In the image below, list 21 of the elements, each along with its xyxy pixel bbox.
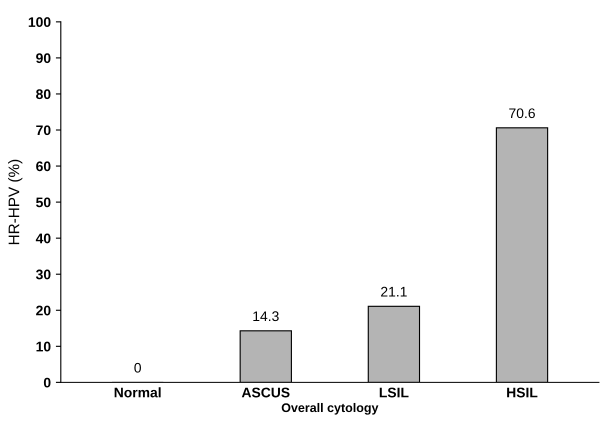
y-tick-label: 40 <box>36 234 51 244</box>
y-tick-label: 30 <box>36 270 51 280</box>
data-label: 0 <box>134 362 141 373</box>
data-label: 70.6 <box>509 108 535 118</box>
x-axis-title: Overall cytology <box>282 402 378 415</box>
y-tick-label: 90 <box>36 53 51 64</box>
y-axis-title: HR-HPV (%) <box>8 160 22 244</box>
x-tick-label: Normal <box>114 387 161 398</box>
y-tick-label: 60 <box>36 161 51 172</box>
x-tick-label: HSIL <box>507 388 538 398</box>
data-label: 21.1 <box>381 286 407 296</box>
x-tick-label: ASCUS <box>242 388 290 398</box>
y-tick-label: 70 <box>36 125 51 136</box>
y-tick-label: 100 <box>28 17 51 28</box>
y-tick-label: 80 <box>36 89 51 100</box>
x-tick-label: LSIL <box>380 388 409 398</box>
y-tick-label: 0 <box>44 378 51 388</box>
data-label: 14.3 <box>253 311 279 322</box>
y-tick-label: 50 <box>36 197 51 208</box>
y-tick-label: 20 <box>36 306 51 316</box>
y-tick-label: 10 <box>36 342 51 352</box>
